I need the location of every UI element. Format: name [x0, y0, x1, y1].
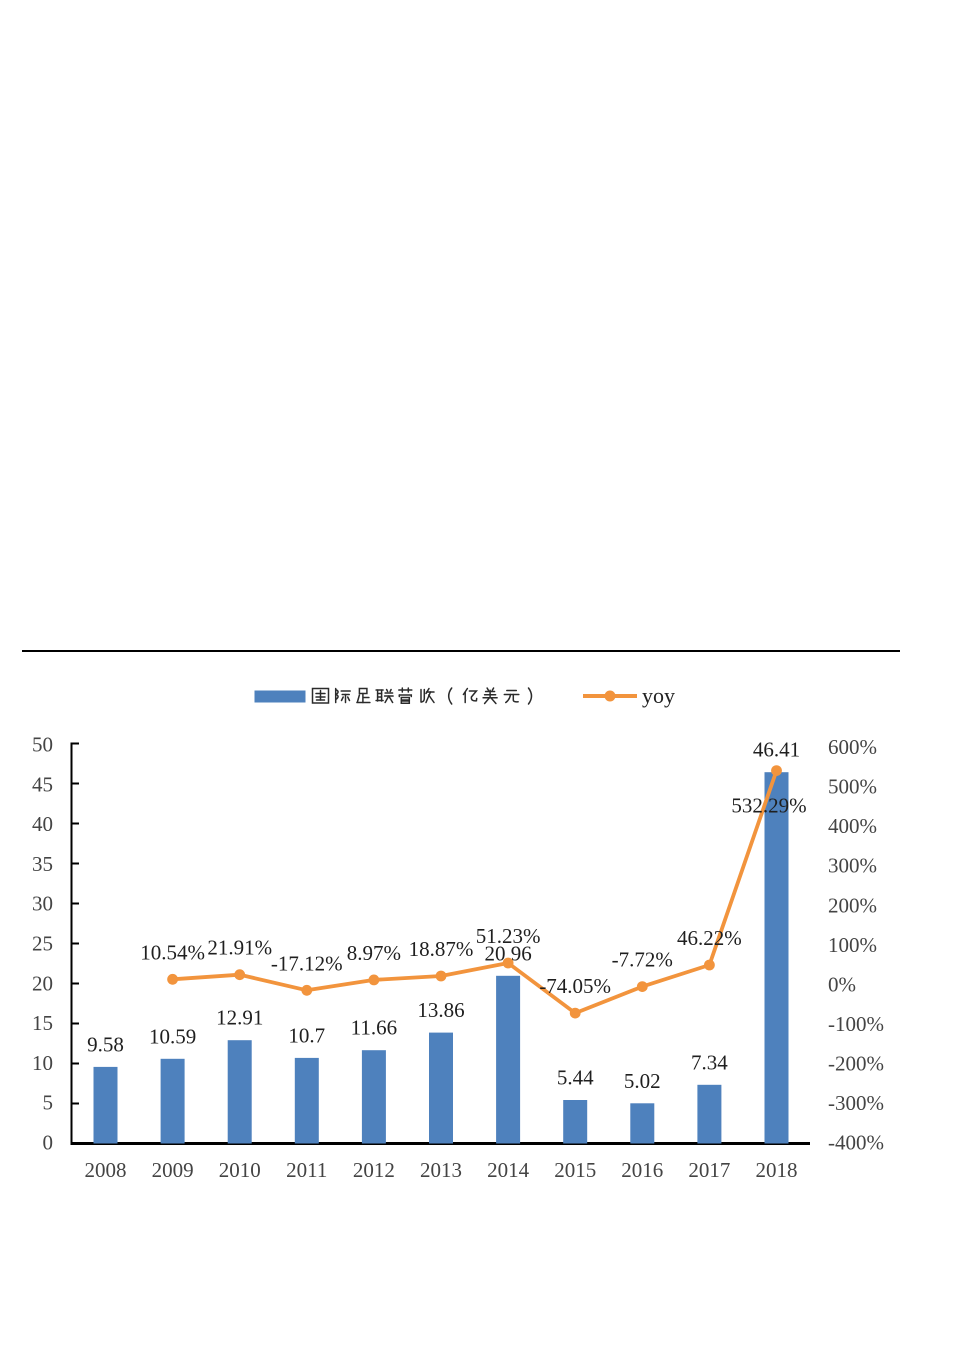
svg-text:2017: 2017 [688, 1158, 730, 1182]
svg-text:25: 25 [32, 932, 53, 956]
svg-text:46.41: 46.41 [753, 738, 800, 762]
svg-text:20: 20 [32, 971, 53, 995]
svg-text:8.97%: 8.97% [347, 941, 401, 965]
svg-text:40: 40 [32, 812, 53, 836]
svg-text:51.23%: 51.23% [476, 924, 541, 948]
svg-text:-400%: -400% [828, 1131, 884, 1155]
svg-text:45: 45 [32, 772, 53, 796]
svg-text:2015: 2015 [554, 1158, 596, 1182]
svg-text:10: 10 [32, 1051, 53, 1075]
svg-text:2011: 2011 [286, 1158, 327, 1182]
svg-text:532.29%: 532.29% [731, 794, 806, 818]
svg-text:2012: 2012 [353, 1158, 395, 1182]
svg-text:2010: 2010 [219, 1158, 261, 1182]
svg-text:30: 30 [32, 892, 53, 916]
svg-text:-17.12%: -17.12% [271, 951, 343, 975]
svg-text:-300%: -300% [828, 1091, 884, 1115]
svg-text:yoy: yoy [642, 683, 675, 708]
svg-text:9.58: 9.58 [87, 1032, 124, 1056]
svg-text:35: 35 [32, 852, 53, 876]
svg-text:2014: 2014 [487, 1158, 530, 1182]
svg-text:15: 15 [32, 1011, 53, 1035]
svg-text:500%: 500% [828, 775, 877, 799]
svg-text:46.22%: 46.22% [677, 926, 742, 950]
svg-text:-74.05%: -74.05% [539, 974, 611, 998]
svg-text:50: 50 [32, 733, 53, 757]
svg-text:0: 0 [43, 1131, 54, 1155]
svg-text:21.91%: 21.91% [207, 936, 272, 960]
svg-text:10.7: 10.7 [288, 1023, 325, 1047]
svg-text:10.59: 10.59 [149, 1024, 196, 1048]
svg-text:13.86: 13.86 [417, 998, 464, 1022]
svg-text:0%: 0% [828, 972, 856, 996]
svg-text:-7.72%: -7.72% [612, 948, 673, 972]
svg-text:100%: 100% [828, 933, 877, 957]
svg-text:200%: 200% [828, 893, 877, 917]
svg-text:10.54%: 10.54% [140, 940, 205, 964]
svg-text:2013: 2013 [420, 1158, 462, 1182]
svg-text:400%: 400% [828, 814, 877, 838]
svg-text:11.66: 11.66 [351, 1016, 397, 1040]
svg-text:300%: 300% [828, 854, 877, 878]
svg-text:18.87%: 18.87% [409, 937, 474, 961]
svg-text:7.34: 7.34 [691, 1050, 728, 1074]
svg-text:5.44: 5.44 [557, 1066, 594, 1090]
svg-text:2008: 2008 [85, 1158, 127, 1182]
svg-text:-100%: -100% [828, 1012, 884, 1036]
svg-text:12.91: 12.91 [216, 1006, 263, 1030]
svg-text:600%: 600% [828, 735, 877, 759]
svg-text:5.02: 5.02 [624, 1069, 661, 1093]
svg-text:5: 5 [43, 1091, 54, 1115]
svg-text:2016: 2016 [621, 1158, 663, 1182]
svg-text:2018: 2018 [756, 1158, 798, 1182]
svg-text:2009: 2009 [152, 1158, 194, 1182]
svg-text:-200%: -200% [828, 1052, 884, 1076]
